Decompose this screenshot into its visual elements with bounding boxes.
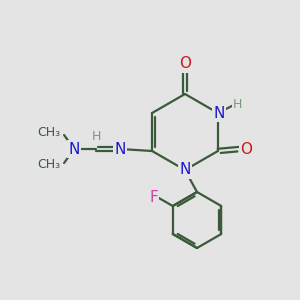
Text: N: N — [213, 106, 225, 121]
Text: H: H — [233, 98, 243, 110]
Text: N: N — [179, 163, 191, 178]
Text: N: N — [114, 142, 126, 157]
Text: CH₃: CH₃ — [37, 127, 60, 140]
Text: N: N — [68, 142, 80, 157]
Text: O: O — [240, 142, 252, 157]
Text: H: H — [92, 130, 101, 142]
Text: CH₃: CH₃ — [37, 158, 60, 172]
Text: O: O — [179, 56, 191, 71]
Text: F: F — [149, 190, 158, 206]
